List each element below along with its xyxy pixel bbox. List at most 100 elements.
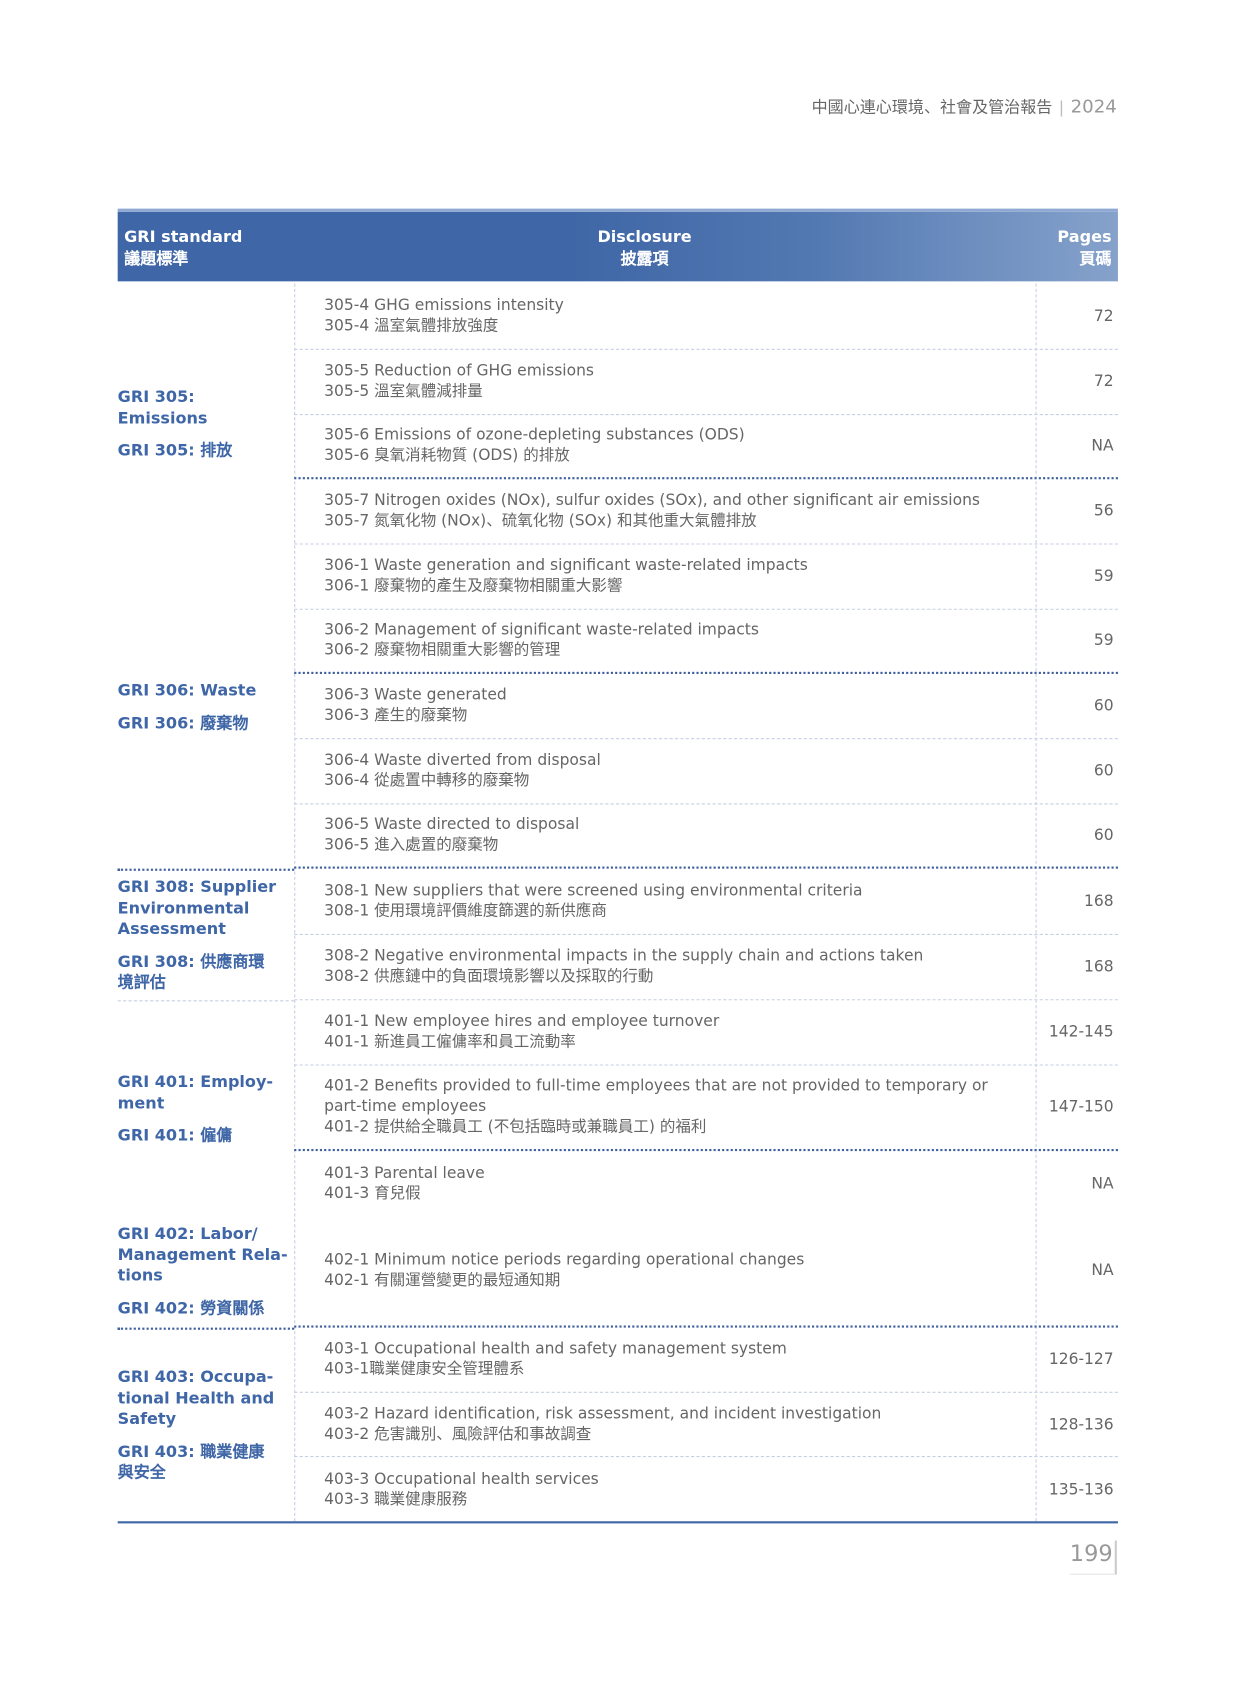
disclosure-cell: 305-4 GHG emissions intensity 305-4 溫室氣體… [324, 296, 1022, 337]
pages-cell: 59 [1093, 568, 1114, 586]
disclosure-cell: 401-3 Parental leave 401-3 育兒假 [324, 1163, 1022, 1204]
pages-cell: NA [1091, 1175, 1114, 1193]
pages-cell: 126-127 [1048, 1351, 1114, 1369]
disclosure-en: 305-4 GHG emissions intensity [324, 296, 564, 314]
disclosure-cell: 401-2 Benefits provided to full-time emp… [324, 1077, 1022, 1138]
disclosure-cell: 403-1 Occupational health and safety man… [324, 1339, 1022, 1380]
disclosure-zh: 306-3 產生的廢棄物 [324, 707, 468, 725]
table-row: 403-1 Occupational health and safety man… [294, 1328, 1118, 1393]
disclosure-en: 403-3 Occupational health services [324, 1470, 599, 1488]
disclosure-en: 401-3 Parental leave [324, 1164, 485, 1182]
pages-cell: 60 [1093, 762, 1114, 780]
disclosure-en: 401-2 Benefits provided to full-time emp… [324, 1077, 988, 1116]
disclosure-en: 306-3 Waste generated [324, 686, 507, 704]
pages-cell: 72 [1093, 373, 1114, 391]
disclosure-zh: 403-1職業健康安全管理體系 [324, 1360, 525, 1378]
table-row: 305-6 Emissions of ozone-depleting subst… [294, 415, 1118, 480]
gri-standard-group: GRI 402: Labor/ Management Rela- tions GR… [118, 1224, 289, 1319]
group-label-zh: GRI 306: 廢棄物 [117, 713, 249, 733]
pages-cell: 72 [1093, 307, 1114, 325]
page-number: 199 [1069, 1540, 1117, 1575]
table-bottom-rule [117, 1521, 1118, 1524]
gri-standard-group: GRI 403: Occupa- tional Health and Safet… [118, 1367, 289, 1483]
pages-cell: NA [1091, 1262, 1114, 1280]
disclosure-zh: 305-7 氮氧化物 (NOx)、硫氧化物 (SOx) 和其他重大氣體排放 [324, 512, 757, 530]
group-label-en: GRI 402: Labor/ Management Rela- tions [117, 1223, 288, 1285]
table-row: 308-2 Negative environmental impacts in … [294, 935, 1118, 1001]
header-separator: | [1058, 97, 1065, 117]
pages-cell: 168 [1084, 892, 1114, 910]
disclosure-cell: 403-2 Hazard identification, risk assess… [324, 1404, 1022, 1445]
gri-standard-group: GRI 305: Emissions GRI 305: 排放 [118, 387, 289, 461]
pages-cell: 59 [1093, 632, 1114, 650]
header-pages: Pages 頁碼 [1057, 226, 1112, 269]
disclosure-zh: 401-1 新進員工僱傭率和員工流動率 [324, 1033, 576, 1051]
disclosure-en: 306-5 Waste directed to disposal [324, 816, 580, 834]
group-label-zh: GRI 305: 排放 [117, 440, 233, 461]
table-row: 306-5 Waste directed to disposal 306-5 進… [294, 804, 1118, 869]
table-row: 306-1 Waste generation and significant w… [294, 545, 1118, 610]
table-row: 305-7 Nitrogen oxides (NOx), sulfur oxid… [294, 479, 1118, 545]
table-row: 306-2 Management of significant waste-re… [294, 610, 1118, 674]
gri-standard-group: GRI 401: Employ- ment GRI 401: 僱傭 [118, 1072, 289, 1146]
table-row: 402-1 Minimum notice periods regarding o… [294, 1216, 1118, 1328]
table-row: 403-3 Occupational health services 403-3… [294, 1457, 1118, 1522]
disclosure-cell: 306-1 Waste generation and significant w… [324, 556, 1022, 597]
disclosure-zh: 306-1 廢棄物的產生及廢棄物相關重大影響 [324, 577, 623, 595]
table-row: 401-1 New employee hires and employee tu… [294, 1000, 1118, 1066]
disclosure-cell: 403-3 Occupational health services 403-3… [324, 1469, 1022, 1510]
table-row: 403-2 Hazard identification, risk assess… [294, 1393, 1118, 1458]
pages-cell: 60 [1093, 826, 1114, 845]
table-row: 401-2 Benefits provided to full-time emp… [294, 1066, 1118, 1152]
disclosure-en: 305-6 Emissions of ozone-depleting subst… [324, 426, 745, 444]
group-divider [117, 1327, 295, 1330]
disclosure-en: 401-1 New employee hires and employee tu… [324, 1013, 720, 1031]
group-label-zh: GRI 403: 職業健康 與安全 [117, 1441, 265, 1482]
disclosure-cell: 308-1 New suppliers that were screened u… [324, 881, 1022, 922]
disclosure-zh: 305-4 溫室氣體排放強度 [324, 317, 499, 335]
disclosure-en: 305-7 Nitrogen oxides (NOx), sulfur oxid… [324, 492, 981, 510]
pages-cell: 142-145 [1048, 1023, 1114, 1041]
gri-standard-group: GRI 308: Supplier Environmental Assessme… [118, 877, 289, 993]
gri-standard-group: GRI 306: Waste GRI 306: 廢棄物 [118, 680, 289, 733]
disclosure-en: 305-5 Reduction of GHG emissions [324, 362, 595, 380]
disclosure-zh: 305-5 溫室氣體減排量 [324, 382, 483, 401]
report-title: 中國心連心環境、社會及管治報告 [811, 97, 1053, 117]
table-row: 306-3 Waste generated 306-3 產生的廢棄物 60 [294, 674, 1118, 740]
disclosure-en: 306-1 Waste generation and significant w… [324, 557, 808, 575]
disclosure-zh: 308-1 使用環境評價維度篩選的新供應商 [324, 902, 607, 920]
table-row: 306-4 Waste diverted from disposal 306-4… [294, 739, 1118, 805]
disclosure-cell: 305-7 Nitrogen oxides (NOx), sulfur oxid… [324, 491, 1022, 532]
disclosure-zh: 401-3 育兒假 [324, 1184, 421, 1202]
pages-cell: 128-136 [1048, 1415, 1114, 1433]
disclosure-cell: 305-5 Reduction of GHG emissions 305-5 溫… [324, 362, 1022, 403]
disclosure-cell: 401-1 New employee hires and employee tu… [324, 1012, 1022, 1053]
disclosure-cell: 306-4 Waste diverted from disposal 306-4… [324, 751, 1022, 792]
disclosure-cell: 308-2 Negative environmental impacts in … [324, 947, 1022, 988]
table-row: 401-3 Parental leave 401-3 育兒假 NA [294, 1151, 1118, 1216]
disclosure-en: 403-2 Hazard identification, risk assess… [324, 1405, 882, 1423]
disclosure-zh: 401-2 提供給全職員工 (不包括臨時或兼職員工) 的福利 [324, 1118, 707, 1136]
disclosure-en: 402-1 Minimum notice periods regarding o… [324, 1251, 805, 1269]
group-label-en: GRI 401: Employ- ment [117, 1071, 274, 1113]
disclosure-en: 403-1 Occupational health and safety man… [324, 1340, 787, 1358]
group-label-en: GRI 403: Occupa- tional Health and Safet… [117, 1367, 275, 1429]
disclosure-cell: 306-5 Waste directed to disposal 306-5 進… [324, 815, 1022, 856]
disclosure-zh: 308-2 供應鏈中的負面環境影響以及採取的行動 [324, 968, 654, 986]
disclosure-zh: 306-4 從處置中轉移的廢棄物 [324, 772, 530, 790]
disclosure-en: 308-1 New suppliers that were screened u… [324, 882, 863, 900]
group-label-en: GRI 305: Emissions [117, 387, 208, 428]
group-divider [117, 868, 295, 871]
group-divider [117, 999, 295, 1002]
table-header: GRI standard 議題標準 Disclosure 披露項 Pages 頁碼 [117, 208, 1118, 282]
disclosure-zh: 306-2 廢棄物相關重大影響的管理 [324, 641, 561, 659]
group-label-en: GRI 308: Supplier Environmental Assessme… [117, 877, 277, 939]
disclosure-en: 306-4 Waste diverted from disposal [324, 752, 601, 770]
disclosure-zh: 305-6 臭氧消耗物質 (ODS) 的排放 [324, 447, 570, 465]
disclosure-zh: 306-5 進入處置的廢棄物 [324, 836, 499, 854]
group-label-zh: GRI 401: 僱傭 [117, 1125, 233, 1145]
disclosure-zh: 403-2 危害識別、風險評估和事故調查 [324, 1425, 592, 1443]
pages-cell: 60 [1093, 697, 1114, 715]
group-label-en: GRI 306: Waste [117, 680, 257, 700]
